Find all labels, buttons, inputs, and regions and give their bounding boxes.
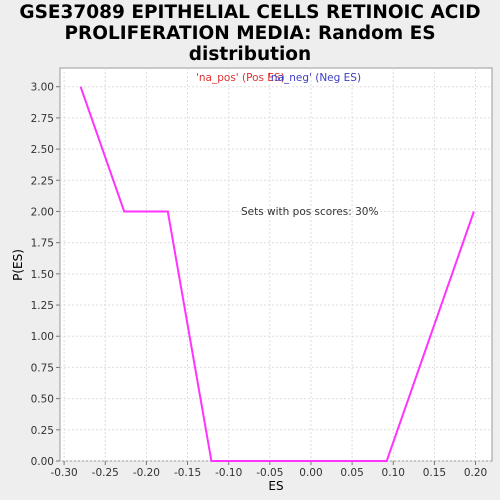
plot-area: [59, 67, 493, 462]
x-tick-label: 0.20: [464, 467, 487, 479]
es-distribution-line: [79, 86, 475, 462]
chart-title: GSE37089 EPITHELIAL CELLS RETINOIC ACID …: [0, 2, 500, 65]
chart-title-line-3: distribution: [188, 44, 312, 65]
legend-neg-es: 'na_neg' (Neg ES): [268, 72, 361, 84]
x-tick-label: -0.15: [174, 467, 201, 479]
grid: [60, 68, 492, 462]
x-tick-label: 0.00: [299, 467, 322, 479]
y-tick-label: 1.50: [31, 269, 54, 281]
y-tick-label: 2.50: [31, 144, 54, 156]
y-tick-label: 2.25: [31, 175, 54, 187]
x-tick-label: 0.15: [423, 467, 446, 479]
y-tick-label: 1.75: [31, 238, 54, 250]
legend-pos-es: 'na_pos' (Pos ES): [196, 72, 285, 84]
y-axis-label: P(ES): [11, 249, 25, 281]
pos-score-annotation: Sets with pos scores: 30%: [241, 206, 378, 218]
chart-title-line-2: PROLIFERATION MEDIA: Random ES: [64, 23, 436, 44]
axes: -0.30 -0.25 -0.20 -0.15 -0.10 -0.05 0.00 0.05 0.…: [31, 82, 488, 479]
x-tick-label: -0.25: [92, 467, 119, 479]
y-tick-label: 1.25: [31, 300, 54, 312]
x-tick-label: -0.20: [133, 467, 160, 479]
x-tick-label: 0.05: [340, 467, 363, 479]
x-tick-label: -0.30: [51, 467, 78, 479]
x-tick-label: 0.10: [382, 467, 405, 479]
chart-title-line-1: GSE37089 EPITHELIAL CELLS RETINOIC ACID: [19, 2, 481, 23]
y-tick-label: 3.00: [31, 82, 54, 94]
y-tick-label: 2.00: [31, 206, 54, 218]
y-tick-label: 0.00: [31, 456, 54, 468]
series-layer: [79, 86, 475, 462]
y-tick-label: 0.50: [31, 394, 54, 406]
y-tick-label: 1.00: [31, 331, 54, 343]
y-tick-label: 2.75: [31, 113, 54, 125]
x-tick-label: -0.10: [215, 467, 242, 479]
x-axis-label: ES: [268, 479, 283, 493]
y-tick-label: 0.75: [31, 362, 54, 374]
x-tick-label: -0.05: [256, 467, 283, 479]
y-tick-label: 0.25: [31, 425, 54, 437]
